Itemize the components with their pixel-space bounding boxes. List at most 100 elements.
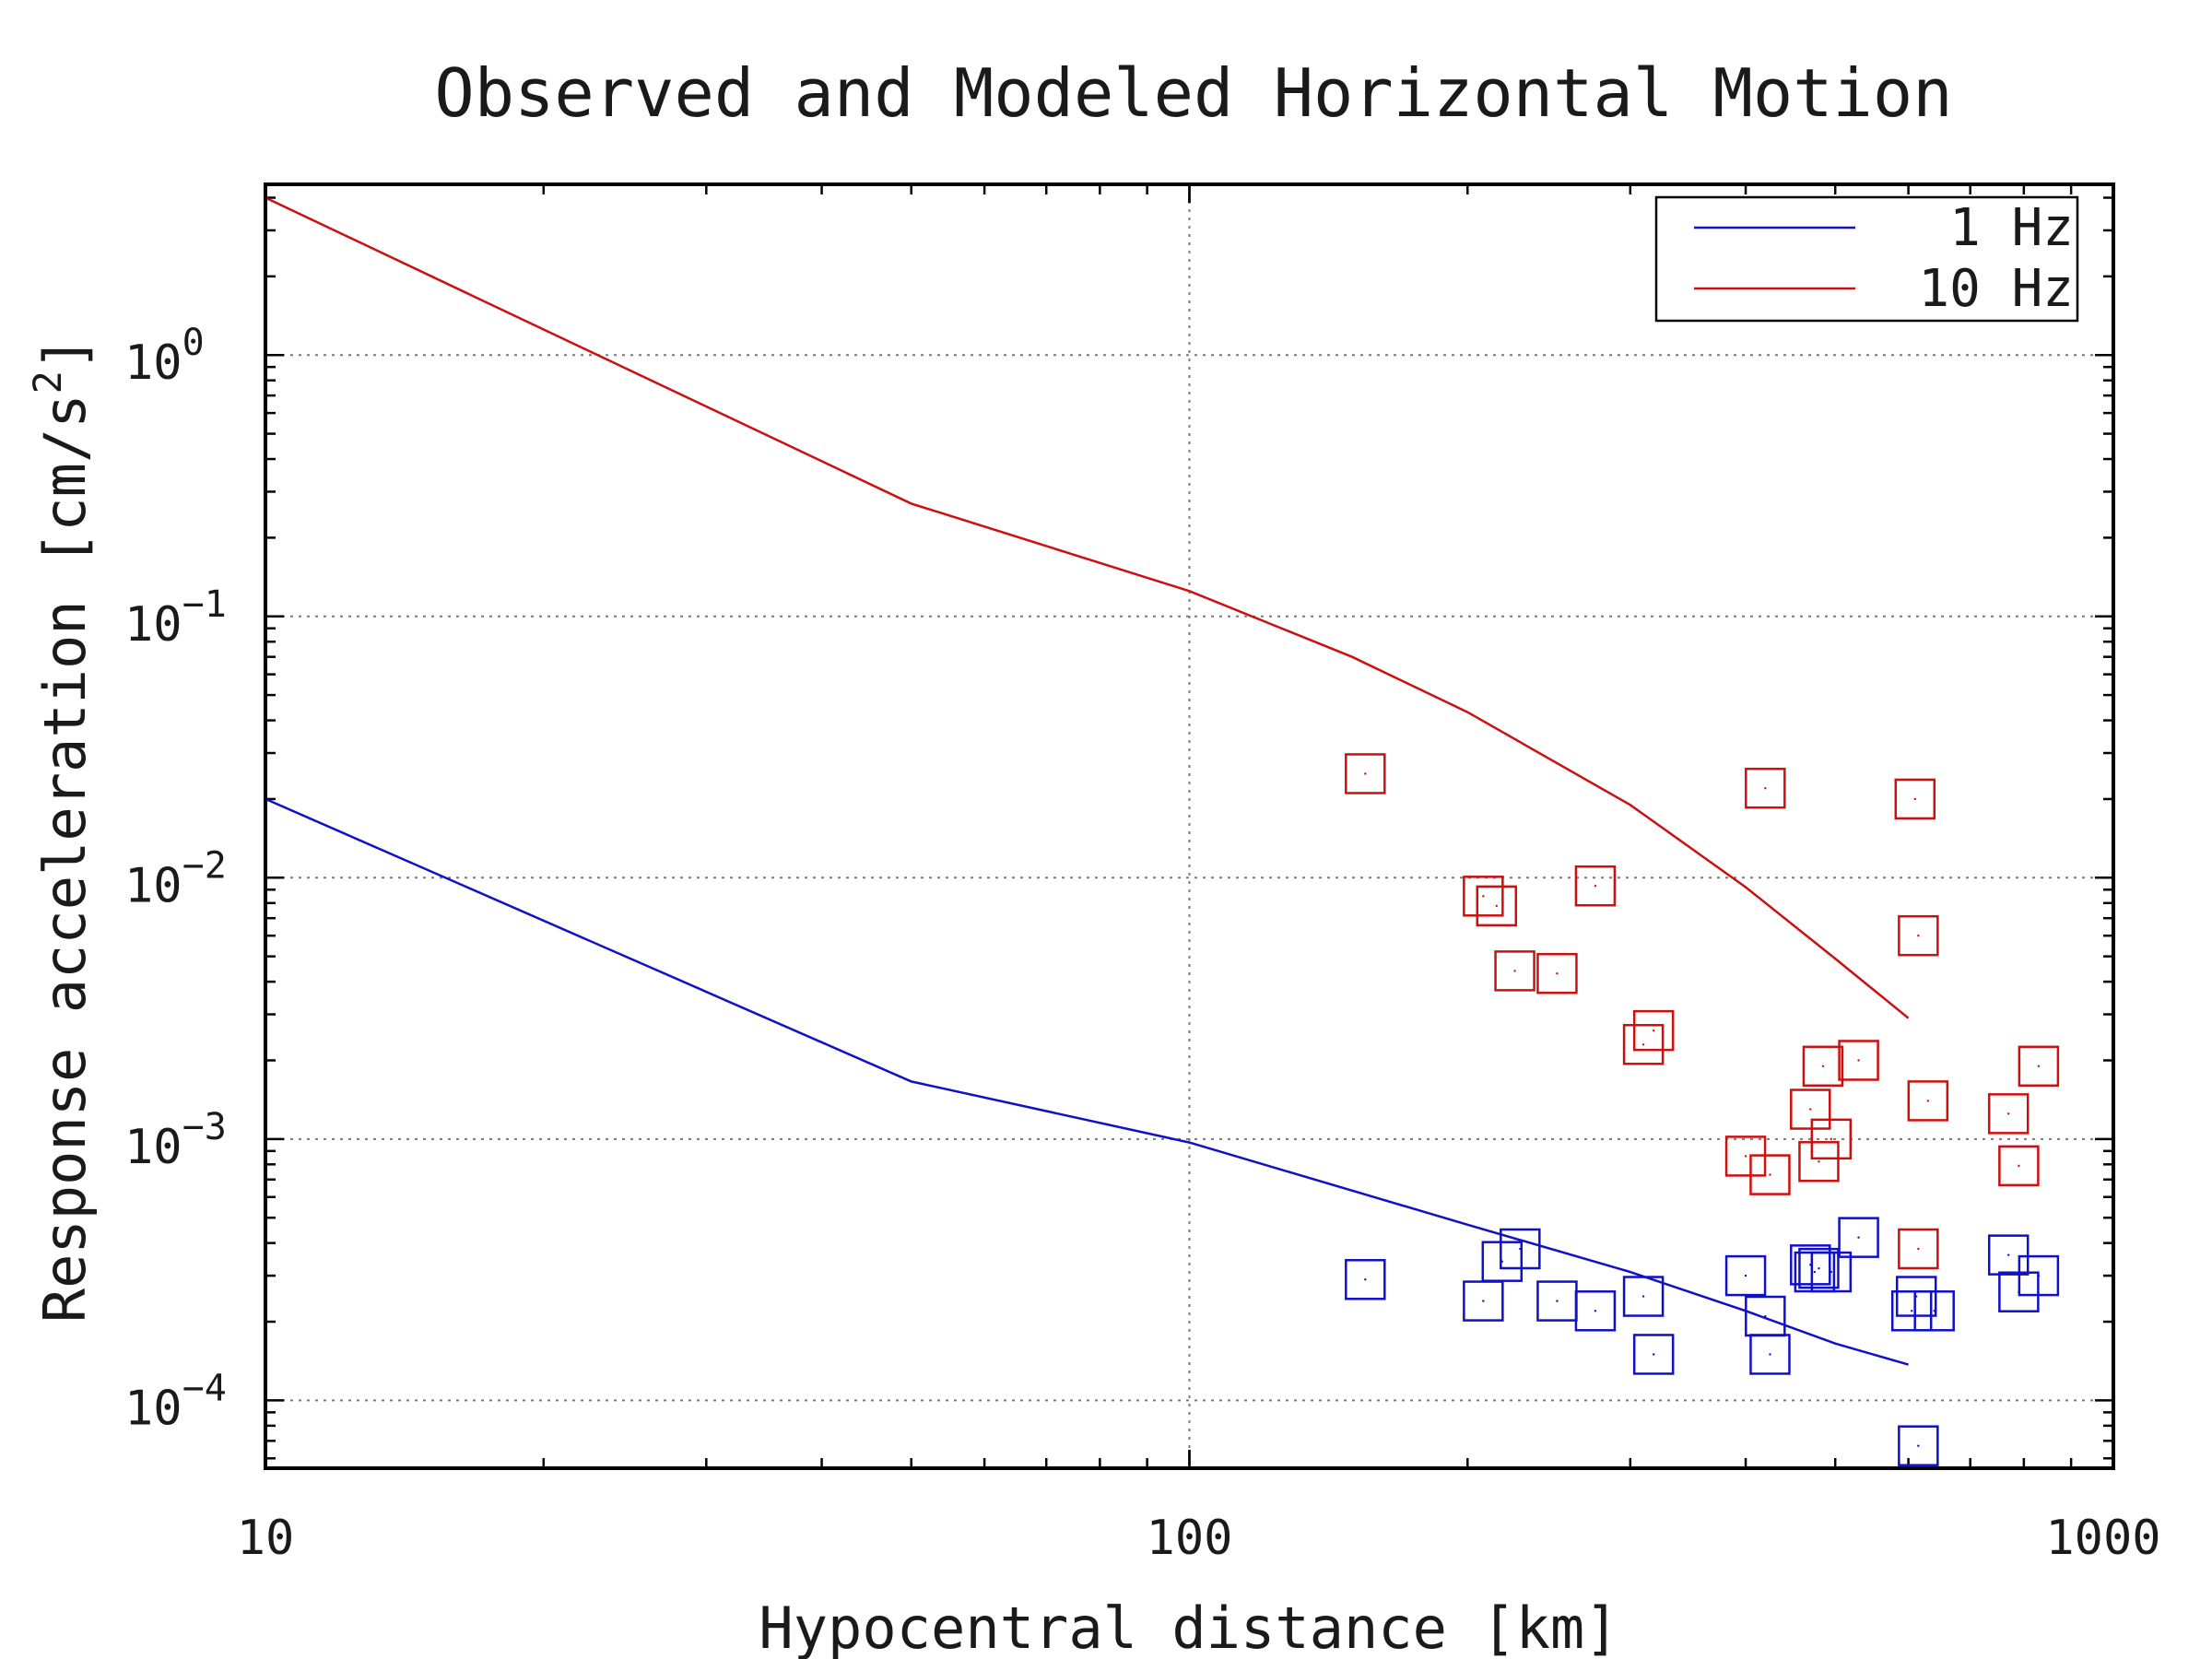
- data-point-marker: [1494, 950, 1535, 992]
- grid: [265, 184, 2113, 1468]
- data-point-marker: [1345, 1259, 1386, 1300]
- data-point-marker: [1898, 1228, 1939, 1270]
- data-point-center: [1911, 1310, 1913, 1312]
- plot-series: [265, 196, 2060, 1466]
- data-point-center: [1818, 1160, 1820, 1163]
- data-point-marker: [1749, 1154, 1791, 1195]
- data-point-center: [1809, 1108, 1812, 1111]
- data-point-center: [1917, 1247, 1920, 1251]
- data-point-marker: [1913, 1290, 1955, 1332]
- data-point-marker: [1798, 1247, 1840, 1289]
- data-point-marker: [1890, 1290, 1933, 1332]
- data-point-marker: [1810, 1251, 1853, 1293]
- data-point-center: [1764, 1314, 1767, 1318]
- data-point-center: [1364, 1278, 1367, 1281]
- legend: 1 Hz 10 Hz: [1654, 195, 2079, 323]
- data-point-center: [1556, 1300, 1559, 1302]
- data-point-center: [1821, 1065, 1825, 1068]
- data-point-marker: [1790, 1088, 1831, 1130]
- data-point-center: [1917, 1444, 1920, 1447]
- y-tick-label: 100: [124, 322, 205, 391]
- y-tick-label: 10−1: [124, 583, 227, 653]
- data-point-marker: [1838, 1217, 1879, 1258]
- data-point-center: [1519, 1247, 1522, 1251]
- data-point-marker: [1895, 1276, 1937, 1317]
- data-point-marker: [1463, 876, 1504, 917]
- y-axis-label-exponent: 2: [25, 371, 70, 394]
- data-point-marker: [1987, 1234, 2030, 1276]
- data-point-marker: [1574, 1290, 1617, 1332]
- data-point-marker: [2018, 1254, 2060, 1297]
- data-point-marker: [1802, 1045, 1844, 1088]
- data-point-marker: [1622, 1024, 1665, 1065]
- data-point-center: [1744, 1274, 1747, 1277]
- data-point-center: [1652, 1029, 1655, 1032]
- data-point-center: [1830, 1270, 1833, 1274]
- data-point-center: [1769, 1353, 1771, 1356]
- data-point-center: [1594, 1310, 1597, 1312]
- data-point-marker: [1632, 1334, 1675, 1375]
- data-point-marker: [1745, 767, 1786, 809]
- data-point-center: [1769, 1173, 1771, 1176]
- x-tick-labels: 10 100 1000: [237, 1511, 2161, 1566]
- y-axis-label: Response acceleration [cm/s2]: [25, 336, 99, 1323]
- data-point-marker: [1898, 914, 1939, 957]
- x-tick-label: 10: [237, 1511, 295, 1566]
- data-point-marker: [1481, 1241, 1524, 1282]
- data-point-center: [1652, 1353, 1655, 1356]
- data-point-marker: [1632, 1009, 1675, 1052]
- data-point-marker: [1790, 1244, 1831, 1286]
- data-point-center: [1764, 787, 1767, 790]
- data-point-center: [1857, 1236, 1860, 1239]
- data-point-marker: [1536, 952, 1578, 994]
- legend-label-10hz: 10 Hz: [1918, 259, 2074, 319]
- data-point-marker: [1724, 1254, 1767, 1297]
- y-tick-label: 10−4: [124, 1367, 227, 1436]
- data-point-center: [1495, 904, 1498, 908]
- data-point-center: [1818, 1266, 1820, 1270]
- data-point-center: [1913, 797, 1916, 801]
- data-point-marker: [1798, 1141, 1840, 1182]
- data-point-marker: [1574, 865, 1617, 907]
- data-point-center: [1364, 772, 1367, 775]
- data-point-center: [2018, 1164, 2020, 1168]
- data-point-center: [1594, 885, 1597, 888]
- x-tick-label: 1000: [2045, 1511, 2160, 1566]
- data-point-center: [2007, 1253, 2010, 1256]
- data-point-center: [1926, 1100, 1930, 1102]
- legend-label-1hz: 1 Hz: [1949, 198, 2074, 258]
- x-axis-label: Hypocentral distance [km]: [759, 1594, 1618, 1659]
- y-tick-label: 10−3: [124, 1106, 227, 1175]
- series-line-1: [265, 196, 1910, 1019]
- data-point-marker: [1898, 1425, 1939, 1466]
- data-point-center: [1482, 895, 1485, 898]
- data-point-marker: [1987, 1093, 2030, 1135]
- data-point-center: [1513, 970, 1516, 972]
- data-point-center: [1641, 1043, 1645, 1046]
- plot-frame: [264, 182, 2115, 1470]
- data-point-marker: [2018, 1045, 2060, 1088]
- data-point-center: [1482, 1300, 1485, 1302]
- data-point-center: [1556, 972, 1559, 975]
- legend-box: [1654, 195, 2079, 323]
- data-point-center: [1857, 1059, 1860, 1062]
- data-point-marker: [1838, 1040, 1879, 1081]
- data-point-marker: [1622, 1276, 1665, 1317]
- chart-title: Observed and Modeled Horizontal Motion: [434, 54, 1952, 132]
- data-point-center: [1641, 1295, 1645, 1298]
- data-point-center: [2037, 1065, 2041, 1068]
- series-line-0: [265, 797, 1909, 1366]
- y-tick-label: 10−2: [124, 844, 227, 913]
- data-point-center: [2007, 1112, 2010, 1115]
- data-point-marker: [1500, 1228, 1541, 1270]
- data-point-center: [1917, 935, 1920, 937]
- y-axis-label-end: ]: [31, 336, 99, 371]
- data-point-marker: [1894, 778, 1936, 820]
- y-tick-labels: 100 10−1 10−2 10−3 10−4: [124, 322, 227, 1436]
- data-point-marker: [1998, 1145, 2040, 1187]
- x-tick-label: 100: [1147, 1511, 1233, 1566]
- data-point-marker: [1749, 1334, 1791, 1375]
- data-point-center: [1933, 1310, 1936, 1312]
- data-point-center: [1813, 1270, 1817, 1274]
